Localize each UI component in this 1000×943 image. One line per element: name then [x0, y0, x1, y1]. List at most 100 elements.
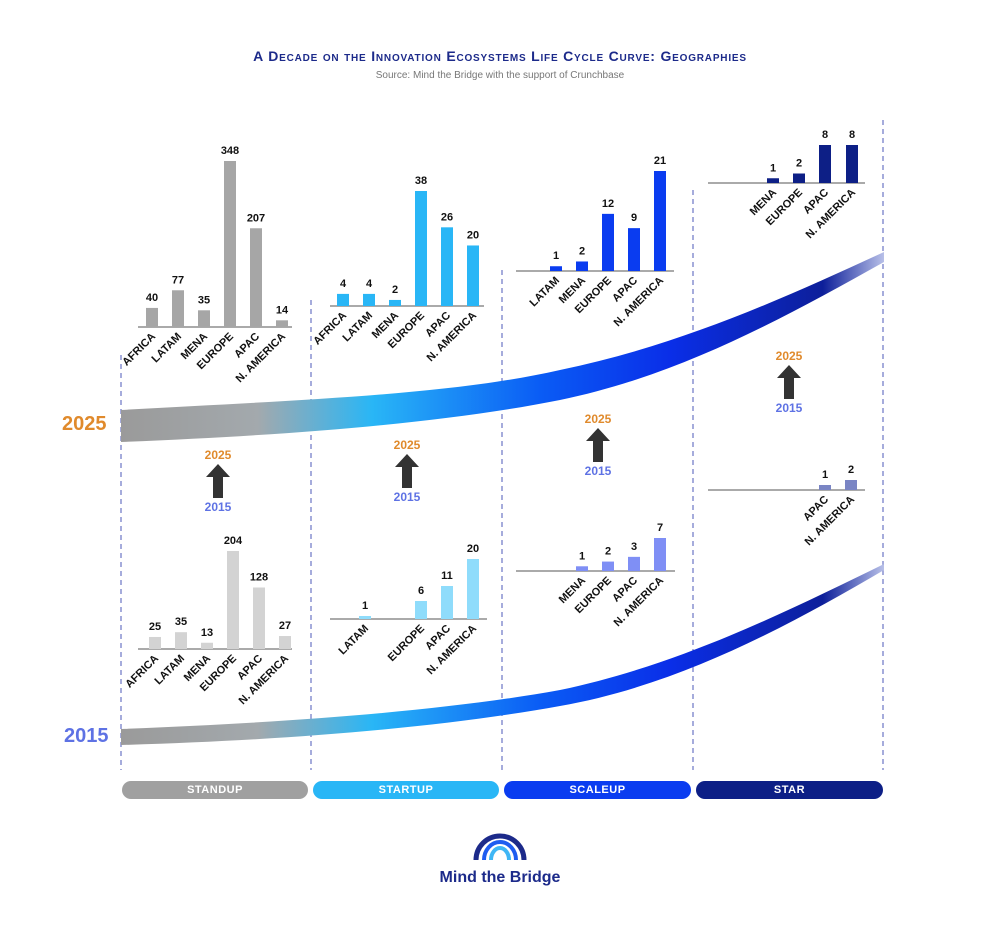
up-arrow-icon [395, 454, 419, 488]
bar-category-label: LATAM [337, 623, 372, 658]
bar [146, 307, 158, 327]
mind-the-bridge-logo: Mind the Bridge [430, 830, 570, 887]
bar-value-label: 11 [441, 570, 453, 582]
bar-value-label: 1 [362, 600, 368, 612]
bar [359, 616, 371, 619]
bar [198, 310, 210, 327]
bar-value-label: 35 [175, 616, 187, 628]
bar [363, 293, 375, 306]
bar-value-label: 2 [605, 546, 611, 558]
stage-star: STAR [696, 781, 883, 799]
bar [172, 290, 184, 327]
bar-value-label: 6 [418, 585, 424, 597]
bar [550, 266, 562, 271]
bar-value-label: 12 [602, 198, 614, 210]
bar [149, 636, 161, 649]
bar [819, 145, 831, 183]
bar-value-label: 348 [221, 145, 239, 157]
bar-value-label: 2 [796, 158, 802, 170]
bar [767, 178, 779, 183]
bar [276, 320, 288, 327]
bar-category-label: AFRICA [123, 653, 161, 691]
change-arrow-standup: 2025 2015 [188, 448, 248, 514]
bar-value-label: 4 [340, 278, 347, 290]
bar [337, 293, 349, 306]
arrow-bottom-year: 2015 [393, 490, 421, 504]
arrow-top-year: 2025 [584, 412, 612, 426]
arrow-bottom-year: 2015 [204, 500, 232, 514]
bar [467, 559, 479, 619]
bar-value-label: 38 [415, 175, 427, 187]
bar-value-label: 1 [553, 250, 559, 262]
bar-value-label: 3 [631, 541, 637, 553]
change-arrow-startup: 2025 2015 [377, 438, 437, 504]
bar-category-label: AFRICA [311, 310, 349, 348]
bar-value-label: 7 [657, 522, 663, 534]
stage-dividers [120, 120, 884, 770]
curve-2015 [121, 564, 884, 745]
up-arrow-icon [777, 365, 801, 399]
bar [175, 632, 187, 649]
bar-value-label: 1 [822, 469, 828, 481]
bar-value-label: 1 [770, 162, 776, 174]
stage-standup: STANDUP [122, 781, 308, 799]
bar-value-label: 2 [579, 245, 585, 257]
bar [628, 228, 640, 271]
bar-value-label: 8 [822, 129, 828, 141]
arrow-top-year: 2025 [775, 349, 803, 363]
change-arrow-star: 2025 2015 [759, 349, 819, 415]
bar [441, 586, 453, 619]
bar [389, 299, 401, 306]
bar-category-label: EUROPE [386, 623, 427, 664]
bar [250, 228, 262, 327]
bar-chart-standup-2025: 40AFRICA77LATAM35MENA348EUROPE207APAC14N… [120, 145, 292, 385]
up-arrow-icon [586, 428, 610, 462]
bar-value-label: 77 [172, 274, 184, 286]
bar [845, 480, 857, 490]
change-arrow-scaleup: 2025 2015 [568, 412, 628, 478]
curve-2025 [121, 252, 884, 442]
bar-value-label: 27 [279, 620, 291, 632]
bar-value-label: 40 [146, 292, 158, 304]
bar-category-label: AFRICA [120, 331, 158, 369]
year-label-2015: 2015 [64, 725, 109, 747]
arrow-bottom-year: 2015 [775, 401, 803, 415]
bar-groups: 40AFRICA77LATAM35MENA348EUROPE207APAC14N… [120, 129, 865, 707]
bar [628, 556, 640, 571]
stage-scaleup: SCALEUP [504, 781, 691, 799]
chart-subtitle: Source: Mind the Bridge with the support… [375, 70, 625, 81]
bar-value-label: 204 [224, 535, 243, 547]
bar-value-label: 35 [198, 294, 210, 306]
arrow-top-year: 2025 [204, 448, 232, 462]
up-arrow-icon [206, 464, 230, 498]
year-label-2025: 2025 [62, 413, 107, 435]
bar [846, 145, 858, 183]
arrow-bottom-year: 2015 [584, 464, 612, 478]
bar-value-label: 2 [392, 284, 398, 296]
bar [253, 587, 265, 649]
bar-value-label: 20 [467, 543, 479, 555]
bar-value-label: 8 [849, 129, 855, 141]
bar-value-label: 14 [276, 304, 289, 316]
bar [224, 161, 236, 327]
bar [654, 538, 666, 571]
bar-value-label: 2 [848, 464, 854, 476]
bar-category-label: LATAM [528, 275, 563, 310]
bar [654, 171, 666, 271]
bridge-arch-icon [473, 833, 527, 861]
bar-value-label: 207 [247, 212, 265, 224]
chart-title: A Decade on the Innovation Ecosystems Li… [253, 48, 747, 64]
bar [201, 642, 213, 649]
bar-value-label: 1 [579, 550, 585, 562]
bar-value-label: 4 [366, 278, 373, 290]
bar [467, 245, 479, 306]
bar [576, 566, 588, 571]
bar [576, 261, 588, 271]
